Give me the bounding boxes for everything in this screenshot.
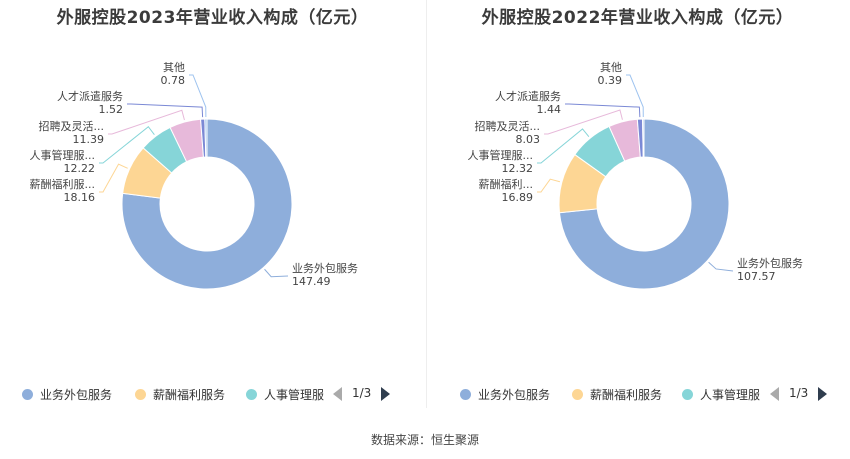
chart-panel-2023: 外服控股2023年营业收入构成（亿元） 业务外包服务 147.49 薪酬福利服...… — [0, 0, 425, 410]
legend-item[interactable]: 人事管理服 — [682, 386, 760, 403]
legend-marker — [460, 389, 471, 400]
slice-label: 人才派遣服务 — [495, 89, 561, 103]
legend-label: 业务外包服务 — [40, 388, 113, 402]
legend-next-page-button[interactable] — [381, 387, 390, 401]
leader-line — [189, 74, 207, 118]
chart-panel-2022: 外服控股2022年营业收入构成（亿元） 业务外包服务 107.57 薪酬福利... 1… — [425, 0, 850, 410]
leader-line — [537, 178, 561, 193]
leader-line — [708, 261, 734, 272]
leader-line — [127, 103, 204, 118]
legend-label: 薪酬福利服务 — [153, 388, 226, 402]
data-source-note: 数据来源：恒生聚源 — [370, 433, 479, 447]
legend-label: 人事管理服 — [700, 388, 761, 402]
slice-label: 薪酬福利服... — [30, 177, 96, 191]
slice-value-label: 107.57 — [737, 270, 776, 283]
chart-title: 外服控股2022年营业收入构成（亿元） — [481, 8, 794, 28]
slice-value-label: 8.03 — [516, 133, 541, 146]
legend-label: 薪酬福利服务 — [590, 388, 663, 402]
legend-marker — [682, 389, 693, 400]
slice-value-label: 1.52 — [99, 103, 124, 116]
legend-label: 人事管理服 — [264, 388, 325, 402]
slice-label: 薪酬福利... — [479, 177, 534, 191]
leader-line — [544, 109, 623, 135]
slice-label: 人事管理服... — [468, 148, 534, 162]
slice-value-label: 0.39 — [598, 74, 623, 87]
slice-label: 业务外包服务 — [737, 257, 803, 270]
donut-slice[interactable] — [204, 118, 208, 158]
donut-slice[interactable] — [558, 118, 730, 290]
slice-label: 业务外包服务 — [292, 262, 358, 275]
slice-value-label: 12.22 — [64, 162, 96, 175]
leader-line — [99, 126, 155, 164]
legend-item[interactable]: 业务外包服务 — [460, 386, 550, 403]
leader-line — [626, 74, 644, 118]
legend-prev-page-button[interactable] — [333, 387, 342, 401]
legend-marker — [22, 389, 33, 400]
slice-label: 人才派遣服务 — [57, 89, 123, 103]
slice-label: 其他 — [600, 61, 622, 74]
leader-line — [537, 128, 590, 164]
legend-page-indicator: 1/3 — [352, 386, 372, 400]
slice-value-label: 147.49 — [292, 275, 331, 288]
legend-label: 业务外包服务 — [478, 388, 551, 402]
slice-value-label: 1.44 — [537, 103, 562, 116]
legend-marker — [246, 389, 257, 400]
donut-slice[interactable] — [642, 118, 645, 158]
slice-label: 其他 — [163, 61, 185, 74]
legend-next-page-button[interactable] — [818, 387, 827, 401]
donut-slice[interactable] — [121, 118, 293, 290]
leader-line — [264, 268, 289, 278]
legend-item[interactable]: 薪酬福利服务 — [572, 386, 662, 403]
slice-value-label: 12.32 — [502, 162, 534, 175]
legend-marker — [135, 389, 146, 400]
slice-label: 人事管理服... — [30, 148, 96, 162]
panel-divider — [426, 0, 427, 408]
chart-title: 外服控股2023年营业收入构成（亿元） — [56, 8, 369, 28]
slice-label: 招聘及灵活... — [39, 119, 105, 133]
legend: 业务外包服务 薪酬福利服务 人事管理服 1/3 — [0, 383, 425, 405]
legend-item[interactable]: 业务外包服务 — [22, 386, 112, 403]
slice-value-label: 16.89 — [502, 191, 534, 204]
legend-item[interactable]: 薪酬福利服务 — [135, 386, 225, 403]
slice-value-label: 11.39 — [73, 133, 105, 146]
legend-item[interactable]: 人事管理服 — [246, 386, 324, 403]
slice-value-label: 18.16 — [64, 191, 96, 204]
leader-line — [99, 163, 128, 193]
slice-value-label: 0.78 — [161, 74, 186, 87]
legend-marker — [572, 389, 583, 400]
legend-page-indicator: 1/3 — [789, 386, 809, 400]
leader-line — [565, 103, 641, 118]
legend: 业务外包服务 薪酬福利服务 人事管理服 1/3 — [425, 383, 850, 405]
legend-prev-page-button[interactable] — [770, 387, 779, 401]
leader-line — [108, 109, 185, 135]
slice-label: 招聘及灵活... — [475, 119, 541, 133]
